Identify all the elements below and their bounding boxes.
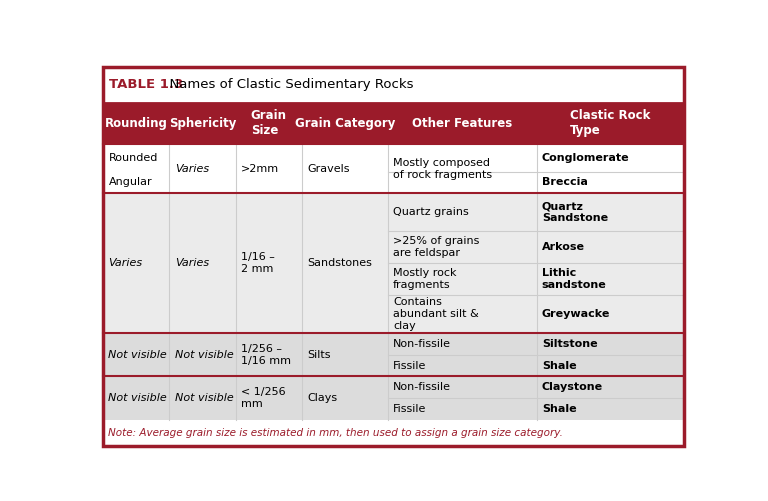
Text: Non-fissile: Non-fissile xyxy=(393,382,451,392)
Text: Not visible: Not visible xyxy=(175,393,233,403)
Text: Quartz
Sandstone: Quartz Sandstone xyxy=(542,201,608,223)
Text: Conglomerate: Conglomerate xyxy=(542,153,630,163)
Text: < 1/256
mm: < 1/256 mm xyxy=(241,387,286,409)
Bar xyxy=(103,193,684,333)
Text: Not visible: Not visible xyxy=(108,350,167,360)
Text: >2mm: >2mm xyxy=(241,163,279,173)
Text: Clays: Clays xyxy=(307,393,337,403)
Text: Siltstone: Siltstone xyxy=(542,339,598,349)
Text: Grain
Size: Grain Size xyxy=(250,109,286,137)
Text: Mostly rock
fragments: Mostly rock fragments xyxy=(393,268,457,290)
Bar xyxy=(103,376,684,420)
Text: Contains
abundant silt &
clay: Contains abundant silt & clay xyxy=(393,297,479,331)
Text: Shale: Shale xyxy=(542,361,577,371)
Text: Rounding: Rounding xyxy=(104,117,167,130)
Text: Shale: Shale xyxy=(542,404,577,414)
Bar xyxy=(103,67,684,103)
Text: Rounded: Rounded xyxy=(108,153,158,163)
Text: Not visible: Not visible xyxy=(108,393,167,403)
Text: Gravels: Gravels xyxy=(307,163,349,173)
Text: Varies: Varies xyxy=(175,258,209,268)
Text: Sphericity: Sphericity xyxy=(169,117,237,130)
Text: Note: Average grain size is estimated in mm, then used to assign a grain size ca: Note: Average grain size is estimated in… xyxy=(108,428,563,438)
Bar xyxy=(103,144,684,193)
Text: TABLE 1.3: TABLE 1.3 xyxy=(109,78,184,91)
Text: Mostly composed
of rock fragments: Mostly composed of rock fragments xyxy=(393,157,492,179)
Text: Clastic Rock
Type: Clastic Rock Type xyxy=(570,109,650,137)
Text: Names of Clastic Sedimentary Rocks: Names of Clastic Sedimentary Rocks xyxy=(161,78,414,91)
Text: Other Features: Other Features xyxy=(412,117,512,130)
Text: Quartz grains: Quartz grains xyxy=(393,207,469,217)
Text: Angular: Angular xyxy=(108,177,152,187)
Text: Not visible: Not visible xyxy=(175,350,233,360)
Text: Arkose: Arkose xyxy=(542,242,585,252)
Bar xyxy=(103,103,684,144)
Text: Fissile: Fissile xyxy=(393,404,426,414)
Text: Fissile: Fissile xyxy=(393,361,426,371)
Text: Claystone: Claystone xyxy=(542,382,603,392)
Text: 1/16 –
2 mm: 1/16 – 2 mm xyxy=(241,252,275,274)
Text: Silts: Silts xyxy=(307,350,331,360)
Text: Breccia: Breccia xyxy=(542,177,588,187)
Bar xyxy=(103,420,684,446)
Text: Varies: Varies xyxy=(175,163,209,173)
Text: Sandstones: Sandstones xyxy=(307,258,372,268)
Bar xyxy=(103,333,684,376)
Text: Lithic
sandstone: Lithic sandstone xyxy=(542,268,607,290)
Text: Grain Category: Grain Category xyxy=(295,117,395,130)
Text: Varies: Varies xyxy=(108,258,143,268)
Text: Non-fissile: Non-fissile xyxy=(393,339,451,349)
Text: >25% of grains
are feldspar: >25% of grains are feldspar xyxy=(393,236,479,258)
Text: Greywacke: Greywacke xyxy=(542,309,611,319)
Text: 1/256 –
1/16 mm: 1/256 – 1/16 mm xyxy=(241,344,291,366)
